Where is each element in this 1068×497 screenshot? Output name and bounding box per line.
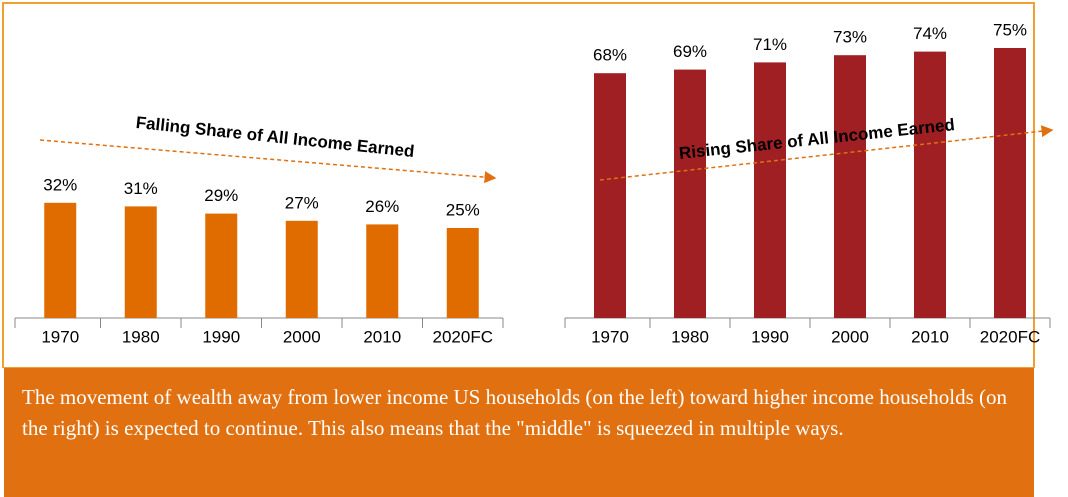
x-tick-label: 1980	[122, 327, 160, 346]
value-label: 68%	[593, 46, 627, 65]
frame	[2, 2, 1035, 368]
bar	[446, 228, 479, 318]
bar	[205, 213, 238, 318]
bar	[674, 69, 706, 318]
x-tick-label: 1990	[202, 327, 240, 346]
bar	[834, 55, 866, 318]
charts: 32% 1970 31% 1980 29% 1990 27% 2000 26% 2010 25% 20…	[2, 2, 1054, 368]
x-tick-label: 2010	[911, 327, 949, 346]
value-label: 74%	[913, 24, 947, 43]
x-tick-label: 2000	[283, 327, 321, 346]
caption: The movement of wealth away from lower i…	[4, 368, 1034, 497]
value-label: 73%	[833, 28, 867, 47]
bar	[994, 48, 1026, 318]
trend-arrow	[599, 125, 1054, 181]
value-label: 29%	[204, 186, 238, 205]
bar	[285, 220, 318, 318]
value-label: 71%	[753, 35, 787, 54]
x-tick-label: 2020FC	[433, 327, 493, 346]
x-tick-label: 1990	[751, 327, 789, 346]
x-tick-label: 2000	[831, 327, 869, 346]
value-label: 32%	[43, 175, 77, 194]
x-tick-label: 2020FC	[980, 327, 1040, 346]
bar	[754, 62, 786, 319]
value-label: 69%	[673, 42, 707, 61]
bar	[124, 206, 157, 318]
x-tick-label: 2010	[363, 327, 401, 346]
trend-arrow	[39, 139, 497, 184]
x-tick-label: 1970	[591, 327, 629, 346]
bar	[366, 224, 399, 318]
annotation: Falling Share of All Income Earned	[135, 113, 415, 161]
x-tick-label: 1970	[41, 327, 79, 346]
bar	[914, 51, 946, 318]
bar	[44, 202, 77, 318]
value-label: 75%	[993, 20, 1027, 39]
value-label: 31%	[124, 179, 158, 198]
value-label: 27%	[285, 193, 319, 212]
x-tick-label: 1980	[671, 327, 709, 346]
bar	[594, 73, 626, 318]
value-label: 26%	[365, 197, 399, 216]
value-label: 25%	[446, 200, 480, 219]
